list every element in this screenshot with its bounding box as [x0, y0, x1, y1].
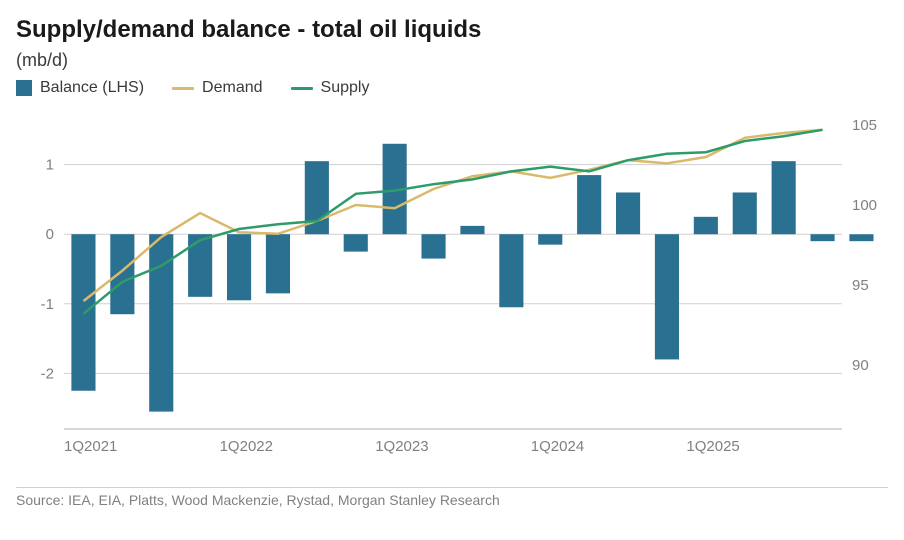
svg-text:105: 105 [852, 117, 877, 134]
bar [577, 175, 601, 234]
bar [188, 234, 212, 297]
bar [772, 161, 796, 234]
bar [344, 234, 368, 251]
bar [227, 234, 251, 300]
bar [655, 234, 679, 359]
svg-text:1Q2024: 1Q2024 [531, 438, 584, 455]
legend-label-supply: Supply [321, 79, 370, 97]
chart-title: Supply/demand balance - total oil liquid… [16, 16, 888, 44]
bar [460, 226, 484, 234]
svg-text:100: 100 [852, 197, 877, 214]
legend-swatch-demand [172, 87, 194, 90]
svg-text:0: 0 [46, 226, 54, 243]
chart-plot-wrapper: -2 -1 0 1 90 95 100 105 1Q2021 1Q2022 1Q2023 1Q2024… [16, 101, 888, 481]
legend-swatch-balance [16, 80, 32, 96]
bar [266, 234, 290, 293]
svg-text:95: 95 [852, 277, 869, 294]
bar [733, 192, 757, 234]
svg-text:1Q2025: 1Q2025 [686, 438, 739, 455]
legend-label-demand: Demand [202, 79, 262, 97]
svg-text:-1: -1 [41, 296, 54, 313]
svg-text:1: 1 [46, 157, 54, 174]
legend-label-balance: Balance (LHS) [40, 79, 144, 97]
legend-swatch-supply [291, 87, 313, 90]
svg-text:1Q2022: 1Q2022 [220, 438, 273, 455]
bar [110, 234, 134, 314]
legend-item-supply: Supply [291, 79, 370, 97]
bar [421, 234, 445, 258]
chart-container: Supply/demand balance - total oil liquid… [0, 0, 904, 540]
bar [616, 192, 640, 234]
bar [694, 217, 718, 234]
legend-item-balance: Balance (LHS) [16, 79, 144, 97]
chart-subtitle: (mb/d) [16, 50, 888, 71]
svg-text:1Q2021: 1Q2021 [64, 438, 117, 455]
svg-text:-2: -2 [41, 365, 54, 382]
bar [499, 234, 523, 307]
legend: Balance (LHS) Demand Supply [16, 79, 888, 97]
svg-text:90: 90 [852, 357, 869, 374]
chart-source: Source: IEA, EIA, Platts, Wood Mackenzie… [16, 487, 888, 508]
bar [538, 234, 562, 244]
legend-item-demand: Demand [172, 79, 262, 97]
svg-text:1Q2023: 1Q2023 [375, 438, 428, 455]
chart-svg: -2 -1 0 1 90 95 100 105 1Q2021 1Q2022 1Q2023 1Q2024… [16, 101, 888, 461]
bar [849, 234, 873, 241]
bar [810, 234, 834, 241]
